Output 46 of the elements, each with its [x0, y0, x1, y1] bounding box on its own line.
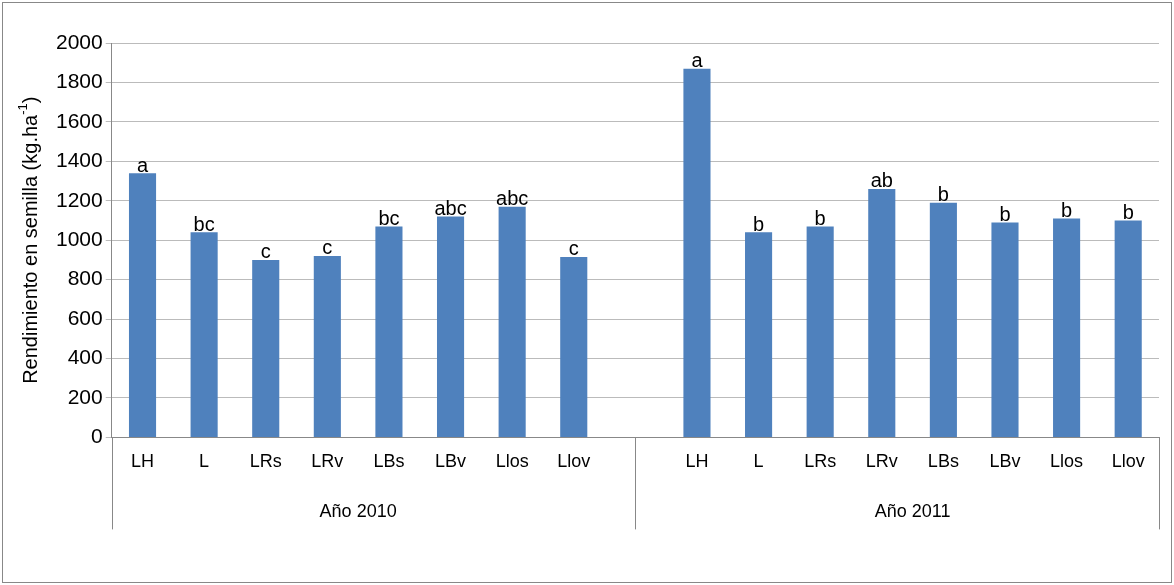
x-tick-label: LBv — [989, 451, 1021, 472]
x-tick-label: LRv — [311, 451, 344, 472]
x-tick-label: L — [753, 451, 764, 472]
y-tick-label: 0 — [91, 424, 103, 448]
y-tick-label: 1800 — [56, 69, 103, 93]
data-label: c — [322, 236, 333, 259]
x-tick-label: LBs — [373, 451, 405, 472]
data-label: c — [260, 240, 271, 263]
x-tick-label: LH — [685, 451, 709, 472]
y-tick-label: 2000 — [56, 29, 103, 53]
data-label: bc — [378, 206, 400, 229]
data-label: b — [1061, 199, 1073, 222]
data-label: b — [814, 206, 826, 229]
data-label: b — [1122, 201, 1134, 223]
data-label: b — [753, 212, 765, 235]
data-label: b — [937, 183, 949, 206]
y-tick-label: 600 — [67, 305, 103, 329]
x-tick-label: Llos — [495, 451, 529, 472]
x-tick-label: LRs — [249, 451, 282, 472]
text: Año 2010 — [319, 501, 397, 522]
y-axis-title: Rendimiento en semilla (kg.ha-1) — [14, 96, 41, 384]
data-label: abc — [434, 197, 467, 220]
y-tick-label: 200 — [67, 384, 103, 408]
data-label: a — [136, 153, 149, 176]
y-tick-label: 1600 — [56, 108, 103, 132]
x-tick-label: LRv — [865, 451, 898, 472]
x-tick-label: LBv — [435, 451, 467, 472]
data-label: ab — [870, 169, 893, 192]
x-tick-label: Llov — [557, 451, 591, 472]
x-tick-label: LBs — [927, 451, 959, 472]
y-tick-label: 1000 — [56, 227, 103, 250]
y-tick-label: 1200 — [56, 187, 103, 211]
y-tick-label: 1400 — [56, 148, 103, 172]
data-label: bc — [193, 212, 215, 235]
x-tick-label: Llos — [1050, 451, 1084, 472]
data-label: c — [568, 237, 579, 260]
data-label: abc — [496, 187, 529, 210]
data-label: b — [999, 202, 1011, 225]
y-tick-label: 400 — [67, 345, 103, 369]
data-label: a — [691, 49, 704, 72]
text: Año 2011 — [874, 501, 951, 522]
x-tick-label: Llov — [1111, 451, 1145, 472]
x-tick-label: LH — [131, 451, 155, 472]
y-tick-label: 800 — [67, 266, 103, 290]
x-tick-label: LRs — [804, 451, 837, 472]
x-tick-label: L — [199, 451, 210, 472]
